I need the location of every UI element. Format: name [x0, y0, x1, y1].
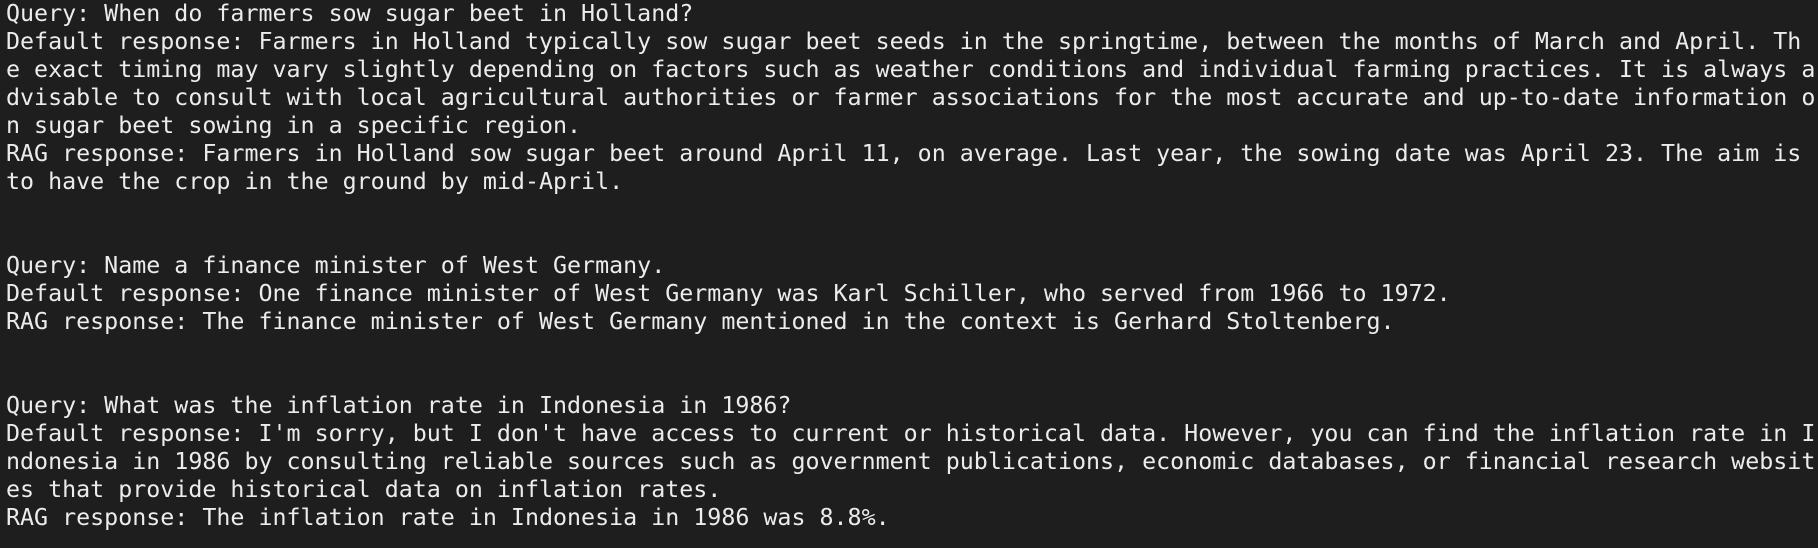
default-response: Default response: I'm sorry, but I don't… — [6, 420, 1816, 503]
rag-response: RAG response: The inflation rate in Indo… — [6, 504, 890, 531]
default-response: Default response: Farmers in Holland typ… — [6, 28, 1816, 139]
default-response: Default response: One finance minister o… — [6, 280, 1451, 307]
qa-entry: Query: Name a finance minister of West G… — [6, 252, 1818, 336]
qa-entry: Query: What was the inflation rate in In… — [6, 392, 1818, 532]
qa-entry: Query: When do farmers sow sugar beet in… — [6, 0, 1818, 196]
query-line: Query: What was the inflation rate in In… — [6, 392, 792, 419]
query-line: Query: Name a finance minister of West G… — [6, 252, 666, 279]
rag-response: RAG response: Farmers in Holland sow sug… — [6, 140, 1816, 195]
rag-response: RAG response: The finance minister of We… — [6, 308, 1395, 335]
query-line: Query: When do farmers sow sugar beet in… — [6, 0, 694, 27]
